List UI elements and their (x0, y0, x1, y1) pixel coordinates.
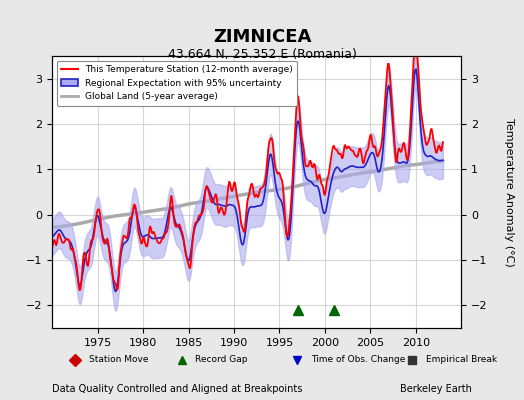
Text: Berkeley Earth: Berkeley Earth (400, 384, 472, 394)
Text: Data Quality Controlled and Aligned at Breakpoints: Data Quality Controlled and Aligned at B… (52, 384, 303, 394)
Text: Record Gap: Record Gap (195, 356, 248, 364)
Text: Station Move: Station Move (89, 356, 149, 364)
Text: ZIMNICEA: ZIMNICEA (213, 28, 311, 46)
Text: Time of Obs. Change: Time of Obs. Change (311, 356, 405, 364)
Text: 43.664 N, 25.352 E (Romania): 43.664 N, 25.352 E (Romania) (168, 48, 356, 61)
Legend: This Temperature Station (12-month average), Regional Expectation with 95% uncer: This Temperature Station (12-month avera… (57, 60, 297, 106)
Y-axis label: Temperature Anomaly (°C): Temperature Anomaly (°C) (504, 118, 514, 266)
Text: Empirical Break: Empirical Break (426, 356, 497, 364)
